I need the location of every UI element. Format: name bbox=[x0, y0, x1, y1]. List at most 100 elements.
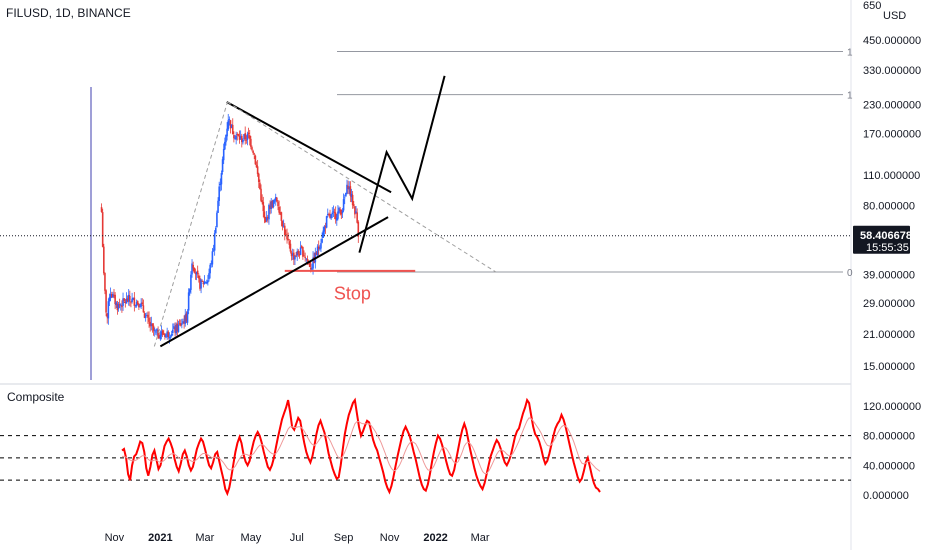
time-tick-label: Nov bbox=[380, 532, 400, 544]
candle-body bbox=[321, 238, 323, 243]
candle-body bbox=[309, 267, 312, 270]
candle-body bbox=[108, 297, 111, 302]
candle-body bbox=[161, 330, 164, 335]
candle-body bbox=[305, 258, 308, 260]
candle-body bbox=[220, 173, 223, 185]
candle-body bbox=[127, 294, 130, 302]
candle-body bbox=[357, 221, 360, 237]
candle-body bbox=[317, 246, 320, 249]
candle-body bbox=[140, 303, 142, 307]
candle-body bbox=[340, 209, 343, 215]
candle-body bbox=[213, 233, 216, 251]
candle-body bbox=[202, 282, 205, 285]
candle-body bbox=[166, 331, 168, 334]
drawing-layer[interactable]: Stop bbox=[0, 75, 851, 348]
candle-body bbox=[260, 188, 262, 201]
candle-body bbox=[125, 298, 128, 304]
candle-body bbox=[326, 214, 329, 216]
candle-body bbox=[147, 314, 149, 318]
projection-path[interactable] bbox=[358, 75, 446, 253]
candle-body bbox=[139, 306, 141, 308]
candle-body bbox=[175, 324, 178, 334]
candle-body bbox=[121, 305, 123, 308]
candle-body bbox=[123, 298, 125, 301]
price-tick-label: 21.000000 bbox=[863, 329, 915, 341]
fib-levels: 1 1 0 bbox=[337, 48, 853, 279]
stop-label[interactable]: Stop bbox=[334, 283, 371, 303]
candle-body bbox=[290, 252, 293, 257]
fib-trend-dashed[interactable] bbox=[227, 101, 497, 273]
fib-trend-dashed[interactable] bbox=[153, 101, 228, 347]
fib-level-label: 1 bbox=[847, 48, 853, 59]
candle-body bbox=[285, 234, 287, 235]
candle-body bbox=[293, 252, 295, 260]
candle-body bbox=[194, 272, 197, 274]
candle-body bbox=[225, 134, 227, 143]
composite-ma-line bbox=[122, 417, 601, 474]
candle-body bbox=[212, 249, 215, 251]
candle-body bbox=[263, 211, 266, 219]
candle-body bbox=[109, 294, 112, 299]
trendline[interactable] bbox=[159, 216, 389, 348]
candlestick-series bbox=[90, 87, 360, 380]
candle-body bbox=[255, 164, 258, 168]
candle-body bbox=[300, 246, 303, 248]
price-tick-label: 110.000000 bbox=[863, 170, 920, 182]
candle-body bbox=[145, 315, 148, 317]
candle-body bbox=[165, 333, 167, 338]
last-price-value: 58.406678 bbox=[860, 230, 912, 242]
candle-body bbox=[144, 315, 147, 319]
candle-body bbox=[234, 138, 236, 140]
candle-body bbox=[244, 133, 246, 140]
candle-body bbox=[346, 184, 348, 194]
candle-body bbox=[287, 238, 289, 240]
candle-body bbox=[183, 321, 185, 324]
candle-body bbox=[256, 166, 259, 175]
candle-body bbox=[173, 326, 175, 329]
candle-body bbox=[179, 323, 182, 326]
candle-body bbox=[143, 313, 146, 318]
time-tick-label: Sep bbox=[334, 532, 354, 544]
candle-body bbox=[345, 192, 347, 197]
candle-body bbox=[188, 289, 191, 293]
candle-body bbox=[150, 323, 153, 327]
candle-body bbox=[178, 323, 181, 325]
candle-body bbox=[241, 135, 243, 143]
time-tick-label: Jul bbox=[290, 532, 304, 544]
candle-body bbox=[291, 253, 294, 256]
indicator-title: Composite bbox=[7, 390, 65, 404]
candle-body bbox=[156, 329, 158, 332]
candle-body bbox=[201, 280, 204, 282]
price-tick-label: 80.000000 bbox=[863, 201, 915, 213]
candle-body bbox=[331, 212, 334, 215]
candle-body bbox=[333, 212, 336, 214]
candle-body bbox=[219, 183, 222, 186]
candle-body bbox=[106, 313, 109, 318]
candle-body bbox=[177, 324, 180, 332]
candle-body bbox=[116, 303, 119, 311]
candle-body bbox=[115, 302, 118, 306]
candle-body bbox=[113, 294, 115, 296]
candle-body bbox=[339, 209, 341, 211]
time-tick-label: Mar bbox=[471, 532, 490, 544]
candle-body bbox=[304, 256, 306, 258]
candle-body bbox=[303, 255, 305, 257]
candle-body bbox=[281, 221, 284, 227]
candle-body bbox=[192, 264, 194, 269]
symbol-title: FILUSD, 1D, BINANCE bbox=[6, 6, 131, 20]
candle-body bbox=[170, 334, 173, 336]
trendline[interactable] bbox=[226, 101, 392, 194]
candle-body bbox=[152, 325, 155, 331]
candle-body bbox=[336, 217, 338, 221]
candle-body bbox=[210, 263, 213, 265]
candle-body bbox=[330, 214, 332, 219]
candle-body bbox=[319, 248, 321, 250]
osc-tick-label: 0.000000 bbox=[863, 490, 909, 502]
candle-body bbox=[334, 212, 337, 220]
candle-body bbox=[239, 136, 242, 139]
candle-body bbox=[221, 159, 224, 172]
candle-body bbox=[277, 201, 279, 207]
candle-body bbox=[299, 247, 302, 255]
